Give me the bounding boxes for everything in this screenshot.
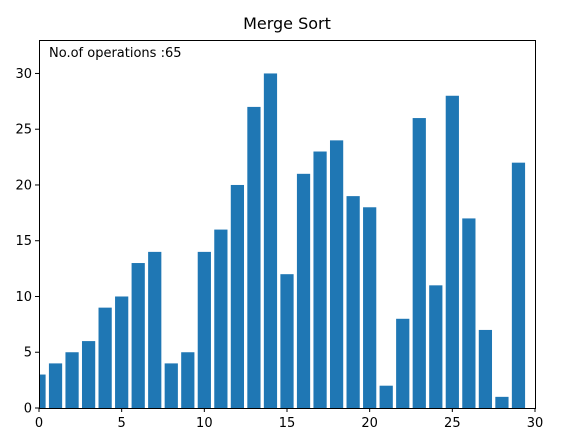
y-tick-label: 20 — [15, 178, 32, 193]
bar-17 — [313, 151, 327, 409]
y-tick-label: 15 — [15, 234, 32, 249]
bar-19 — [346, 196, 360, 408]
x-tick-label: 5 — [118, 416, 126, 431]
bar-20 — [363, 207, 377, 408]
bar-25 — [445, 95, 459, 409]
x-tick-label: 30 — [527, 416, 544, 431]
y-tick-label: 30 — [15, 67, 32, 82]
x-axis-ticks: 0 5 10 15 20 25 30 — [35, 408, 543, 431]
bar-11 — [214, 229, 228, 408]
y-axis-ticks: 0 5 10 15 20 25 30 — [15, 67, 39, 417]
bar-10 — [197, 251, 211, 408]
bars-group — [39, 73, 526, 409]
bar-12 — [230, 184, 245, 408]
x-tick-label: 20 — [361, 416, 378, 431]
bar-18 — [329, 140, 344, 408]
chart-title: Merge Sort — [243, 14, 331, 33]
operations-count-annotation: No.of operations :65 — [49, 46, 182, 61]
bar-1 — [48, 363, 63, 408]
bar-3 — [81, 341, 96, 408]
bar-14 — [263, 73, 278, 409]
bar-6 — [131, 263, 145, 408]
bar-5 — [115, 296, 129, 408]
x-tick-label: 25 — [444, 416, 461, 431]
bar-28 — [495, 396, 509, 408]
bar-27 — [478, 329, 493, 408]
bar-4 — [98, 307, 112, 408]
bar-26 — [462, 218, 476, 408]
bar-13 — [247, 106, 261, 408]
bar-9 — [181, 352, 195, 408]
bar-7 — [148, 251, 162, 408]
bar-16 — [296, 173, 311, 408]
bar-21 — [379, 385, 393, 408]
bar-2 — [65, 352, 79, 408]
bar-15 — [280, 274, 294, 408]
y-tick-label: 25 — [15, 123, 32, 138]
bar-24 — [429, 285, 443, 408]
y-tick-label: 5 — [24, 346, 32, 361]
x-tick-label: 10 — [196, 416, 213, 431]
x-tick-label: 15 — [279, 416, 296, 431]
y-tick-label: 10 — [15, 290, 32, 305]
bar-8 — [164, 363, 178, 408]
bar-29 — [511, 162, 526, 408]
bar-0 — [39, 374, 46, 408]
x-tick-label: 0 — [35, 416, 43, 431]
y-tick-label: 0 — [24, 402, 32, 417]
bar-22 — [396, 318, 410, 408]
bar-23 — [412, 118, 426, 408]
